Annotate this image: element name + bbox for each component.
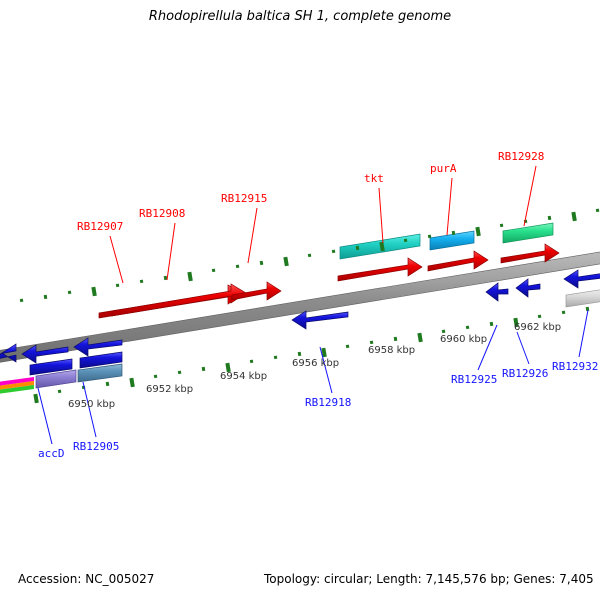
domain-stripe-band[interactable]: [0, 377, 34, 395]
gene-label-rb12918: RB12918: [305, 396, 351, 409]
accession-text: Accession: NC_005027: [18, 572, 155, 586]
domain-bar-rb12932[interactable]: [565, 288, 600, 308]
gene-arrow-pura[interactable]: [427, 250, 489, 272]
ruler-label-6950: 6950 kbp: [68, 399, 115, 410]
domain-bar-rb12906[interactable]: [77, 363, 123, 383]
ruler-label-group: 6950 kbp 6952 kbp 6954 kbp 6956 kbp 6958…: [68, 322, 561, 410]
domain-bar-rb12905[interactable]: [35, 369, 77, 389]
gene-label-pura: purA: [430, 162, 457, 175]
gene-arrow-rb12915[interactable]: [231, 281, 282, 301]
gene-label-rb12905: RB12905: [73, 440, 119, 453]
gene-arrow-accd[interactable]: [0, 343, 17, 363]
ruler-label-6952: 6952 kbp: [146, 384, 193, 395]
reverse-gene-row[interactable]: [0, 269, 600, 395]
domain-bar-pura[interactable]: [429, 230, 475, 251]
gene-label-tkt: tkt: [364, 172, 384, 185]
page-title: Rhodopirellula baltica SH 1, complete ge…: [148, 9, 452, 24]
ruler-ticks-upper: [19, 208, 600, 303]
gene-label-group-reverse[interactable]: accD RB12905 RB12918 RB12925 RB12926 RB1…: [37, 309, 598, 460]
domain-bar-tkt[interactable]: [339, 233, 421, 260]
ruler-label-6956: 6956 kbp: [292, 358, 339, 369]
gene-label-rb12928: RB12928: [498, 150, 544, 163]
ruler-label-6962: 6962 kbp: [514, 322, 561, 333]
gene-arrow-rb12932[interactable]: [563, 269, 600, 289]
ruler-label-6960: 6960 kbp: [440, 334, 487, 345]
gene-arrow-rb12925[interactable]: [485, 282, 509, 302]
ruler-label-6954: 6954 kbp: [220, 371, 267, 382]
gene-label-rb12908: RB12908: [139, 207, 185, 220]
gene-label-accd: accD: [38, 447, 65, 460]
gene-arrow-rb12926[interactable]: [515, 278, 541, 298]
domain-bar-rb12928[interactable]: [502, 222, 554, 244]
gene-label-rb12926: RB12926: [502, 367, 548, 380]
gene-arrow-rb12906-tier2[interactable]: [79, 351, 123, 369]
gene-label-group-forward[interactable]: RB12907 RB12908 RB12915 tkt purA RB12928: [77, 150, 544, 284]
genome-stats-text: Topology: circular; Length: 7,145,576 bp…: [264, 572, 594, 586]
gene-arrow-rb12906[interactable]: [73, 337, 123, 357]
ruler-ticks-lower: [33, 306, 590, 404]
gene-arrow-rb12928[interactable]: [500, 243, 560, 264]
gene-arrow-rb12918[interactable]: [291, 310, 349, 330]
gene-label-rb12932: RB12932: [552, 360, 598, 373]
gene-arrow-rb12908[interactable]: [111, 283, 247, 317]
forward-gene-row[interactable]: [98, 222, 560, 319]
ruler-label-6958: 6958 kbp: [368, 345, 415, 356]
gene-label-rb12907: RB12907: [77, 220, 123, 233]
gene-arrow-tkt[interactable]: [337, 257, 423, 282]
gene-label-rb12925: RB12925: [451, 373, 497, 386]
genome-backbone[interactable]: [0, 250, 600, 364]
gene-arrow-rb12905[interactable]: [21, 344, 69, 364]
gene-label-rb12915: RB12915: [221, 192, 267, 205]
gene-arrow-rb12905-tier2[interactable]: [29, 358, 73, 376]
